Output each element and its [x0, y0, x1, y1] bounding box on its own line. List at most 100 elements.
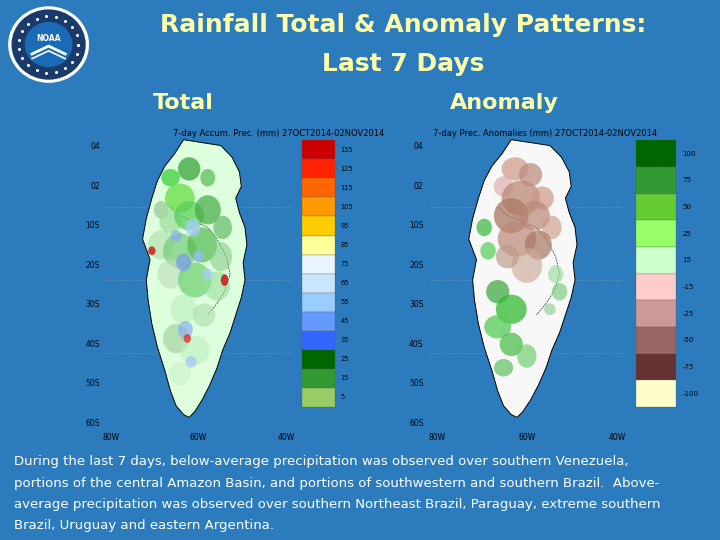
Ellipse shape: [486, 280, 509, 303]
Bar: [636, 354, 676, 380]
Text: Rainfall Total & Anomaly Patterns:: Rainfall Total & Anomaly Patterns:: [160, 13, 647, 37]
Circle shape: [25, 23, 72, 66]
Text: 135: 135: [340, 147, 353, 153]
Ellipse shape: [548, 266, 564, 283]
Ellipse shape: [525, 231, 552, 260]
Ellipse shape: [165, 184, 194, 213]
Circle shape: [12, 10, 85, 79]
Circle shape: [9, 7, 89, 82]
Bar: [302, 198, 335, 217]
Bar: [302, 235, 335, 254]
Ellipse shape: [511, 248, 542, 283]
Text: 65: 65: [340, 280, 348, 286]
Text: 50S: 50S: [86, 379, 100, 388]
Ellipse shape: [204, 271, 230, 300]
Text: 80W: 80W: [428, 433, 445, 442]
Ellipse shape: [519, 163, 542, 186]
Text: 75: 75: [340, 261, 348, 267]
Ellipse shape: [531, 186, 554, 210]
Text: 30S: 30S: [86, 300, 100, 309]
Text: 40S: 40S: [409, 340, 423, 348]
Ellipse shape: [184, 334, 191, 343]
Ellipse shape: [221, 274, 228, 286]
Ellipse shape: [187, 227, 217, 262]
Text: 80W: 80W: [102, 433, 120, 442]
Bar: [636, 327, 676, 354]
Ellipse shape: [193, 303, 215, 327]
Text: 85: 85: [340, 242, 348, 248]
Text: 04: 04: [414, 142, 423, 151]
Ellipse shape: [176, 254, 191, 271]
Ellipse shape: [163, 324, 189, 353]
Text: Brazil, Uruguay and eastern Argentina.: Brazil, Uruguay and eastern Argentina.: [14, 519, 274, 532]
Ellipse shape: [498, 221, 536, 256]
Text: 115: 115: [340, 185, 353, 191]
Text: 55: 55: [340, 299, 348, 305]
Bar: [302, 254, 335, 274]
Ellipse shape: [171, 231, 181, 242]
Text: 45: 45: [340, 318, 348, 324]
Text: 25: 25: [683, 231, 691, 237]
Bar: [302, 274, 335, 293]
Text: 10S: 10S: [86, 221, 100, 230]
Bar: [302, 369, 335, 388]
Ellipse shape: [200, 169, 215, 186]
Ellipse shape: [477, 219, 492, 236]
Text: 60S: 60S: [409, 418, 423, 428]
Ellipse shape: [494, 359, 513, 376]
Ellipse shape: [180, 335, 210, 365]
Ellipse shape: [194, 195, 221, 225]
Ellipse shape: [502, 180, 540, 215]
Ellipse shape: [517, 345, 536, 368]
Ellipse shape: [148, 246, 156, 255]
Text: 04: 04: [90, 142, 100, 151]
Text: 10S: 10S: [409, 221, 423, 230]
Text: 40W: 40W: [278, 433, 294, 442]
Ellipse shape: [178, 157, 200, 180]
Text: 95: 95: [340, 223, 348, 229]
Text: -75: -75: [683, 364, 693, 370]
Ellipse shape: [186, 356, 197, 368]
Bar: [302, 312, 335, 330]
Bar: [302, 330, 335, 350]
Bar: [636, 247, 676, 274]
Ellipse shape: [154, 201, 168, 219]
Bar: [636, 274, 676, 300]
Bar: [636, 300, 676, 327]
Ellipse shape: [480, 242, 496, 260]
Ellipse shape: [210, 242, 232, 271]
Text: 75: 75: [683, 177, 691, 183]
Bar: [302, 178, 335, 198]
Text: Last 7 Days: Last 7 Days: [322, 52, 485, 76]
Ellipse shape: [544, 303, 556, 315]
Text: 35: 35: [340, 338, 348, 343]
Text: NOAA: NOAA: [36, 34, 61, 43]
Bar: [302, 350, 335, 369]
Text: 50: 50: [683, 204, 691, 210]
Ellipse shape: [202, 268, 213, 280]
Ellipse shape: [496, 295, 527, 324]
Ellipse shape: [213, 215, 232, 239]
Ellipse shape: [163, 233, 197, 268]
Text: 60W: 60W: [518, 433, 536, 442]
Text: 50S: 50S: [409, 379, 423, 388]
Text: During the last 7 days, below-average precipitation was observed over southern V: During the last 7 days, below-average pr…: [14, 455, 629, 468]
Bar: [302, 217, 335, 235]
Ellipse shape: [542, 215, 562, 239]
Text: portions of the central Amazon Basin, and portions of southwestern and southern : portions of the central Amazon Basin, an…: [14, 477, 660, 490]
Text: Total: Total: [153, 93, 214, 113]
Text: -100: -100: [683, 390, 698, 396]
Bar: [302, 140, 335, 159]
Ellipse shape: [494, 198, 528, 233]
Ellipse shape: [168, 362, 191, 385]
Ellipse shape: [496, 245, 519, 268]
Ellipse shape: [148, 231, 174, 260]
Bar: [636, 167, 676, 194]
Text: -25: -25: [683, 310, 693, 316]
Text: Anomaly: Anomaly: [449, 93, 559, 113]
Text: 100: 100: [683, 151, 696, 157]
Ellipse shape: [519, 201, 550, 231]
Ellipse shape: [171, 295, 197, 324]
Text: 20S: 20S: [86, 261, 100, 269]
Text: 7-day Accum. Prec. (mm) 27OCT2014-02NOV2014: 7-day Accum. Prec. (mm) 27OCT2014-02NOV2…: [173, 129, 384, 138]
